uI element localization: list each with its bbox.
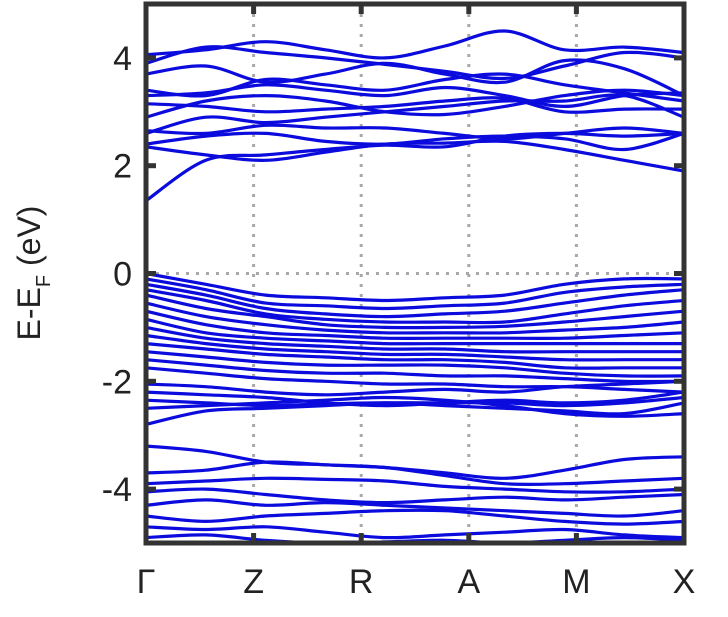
x-tick-label-2: R [349,563,374,601]
x-tick-label-4: M [562,563,590,601]
axis-ticks [143,4,687,543]
y-tick-label-3: -2 [102,363,132,401]
y-tick-label-2: 0 [113,256,132,294]
band-line-35 [145,487,685,505]
y-tick-labels: 4 2 0 -2 -4 [102,40,132,509]
band-line-6 [145,96,685,114]
band-line-33 [145,460,685,487]
band-line-22 [145,333,684,362]
x-tick-label-1: Z [243,563,264,601]
band-line-36 [145,498,685,518]
x-tick-label-0: Γ [137,563,156,601]
band-line-13 [145,271,685,303]
band-line-21 [145,325,684,354]
band-line-38 [145,525,685,540]
band-line-8 [145,93,685,135]
band-line-30 [145,395,685,418]
x-tick-label-3: A [457,563,480,601]
y-axis-label-main: E-E [11,287,47,340]
band-line-1 [145,29,685,60]
band-line-31 [145,395,685,426]
band-line-19 [145,309,685,340]
band-line-3 [145,58,685,98]
band-line-12 [145,131,685,203]
band-line-14 [145,277,685,311]
band-line-7 [145,88,685,119]
y-tick-label-1: 2 [113,148,132,186]
y-tick-label-4: -4 [102,471,132,509]
y-axis-label-subscript: F [33,275,55,287]
band-lines [145,29,685,545]
band-line-11 [145,139,685,173]
y-axis-label-unit: (eV) [11,206,47,275]
band-line-23 [145,342,684,370]
band-line-18 [145,301,685,335]
band-line-16 [145,288,685,325]
band-line-34 [145,476,685,494]
y-tick-label-0: 4 [113,40,132,78]
band-line-20 [145,317,684,346]
band-line-25 [145,358,685,384]
band-line-37 [145,508,685,526]
band-line-24 [145,350,685,378]
band-line-9 [145,123,685,141]
band-line-17 [145,293,685,330]
band-line-15 [145,282,685,319]
band-line-32 [145,444,685,480]
band-line-5 [145,83,685,108]
band-line-26 [145,366,685,394]
band-line-27 [145,379,685,397]
y-axis-label: E-EF (eV) [11,206,55,341]
x-tick-label-5: X [673,563,696,601]
